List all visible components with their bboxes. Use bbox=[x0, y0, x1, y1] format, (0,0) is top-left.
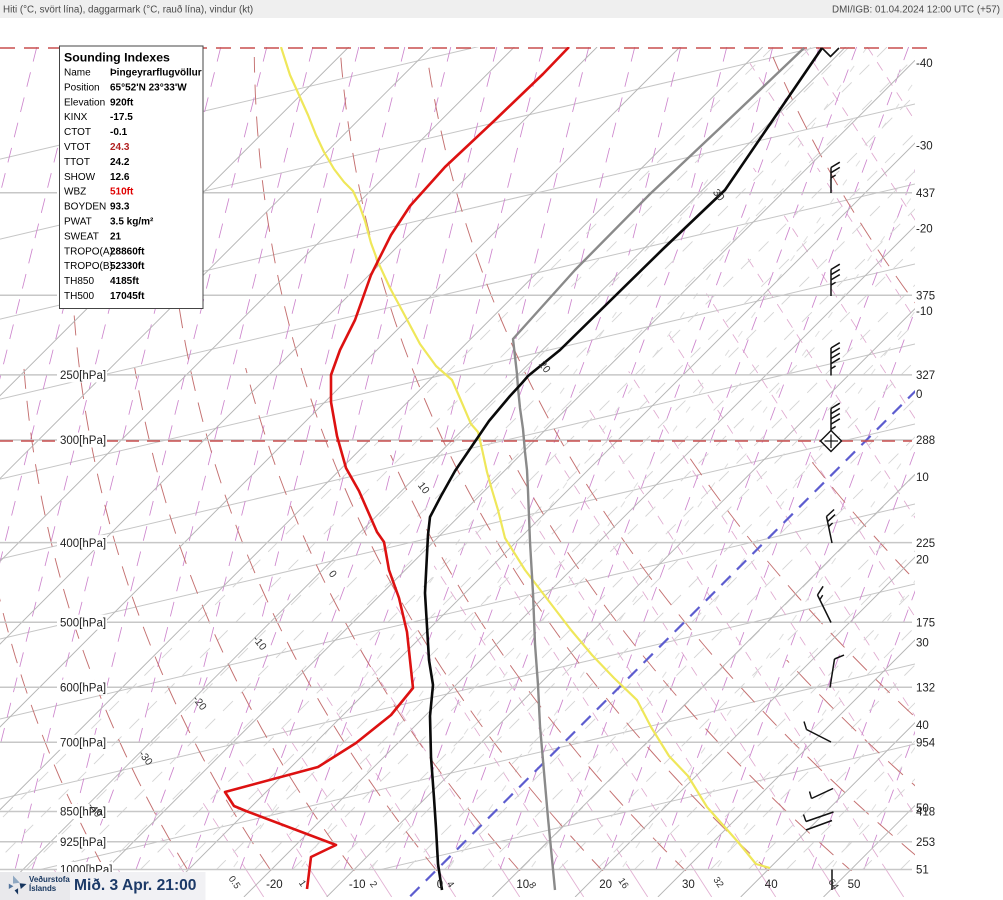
svg-text:4379: 4379 bbox=[916, 188, 942, 200]
svg-text:TROPO(A): TROPO(A) bbox=[64, 246, 113, 257]
svg-text:20: 20 bbox=[916, 555, 929, 567]
svg-text:Position: Position bbox=[64, 82, 100, 93]
svg-text:65°52'N 23°33'W: 65°52'N 23°33'W bbox=[110, 82, 187, 93]
svg-text:20: 20 bbox=[599, 879, 612, 891]
svg-text:40: 40 bbox=[765, 879, 778, 891]
svg-text:Þingeyrarflugvöllur: Þingeyrarflugvöllur bbox=[110, 68, 202, 79]
svg-text:50: 50 bbox=[916, 803, 929, 815]
svg-text:500[hPa]: 500[hPa] bbox=[60, 617, 106, 629]
svg-text:1327: 1327 bbox=[916, 682, 942, 694]
svg-text:64: 64 bbox=[826, 877, 841, 892]
svg-text:4185ft: 4185ft bbox=[110, 276, 140, 287]
svg-text:TH850: TH850 bbox=[64, 276, 94, 287]
svg-text:-30: -30 bbox=[916, 141, 933, 153]
svg-text:Name: Name bbox=[64, 68, 91, 79]
svg-text:-17.5: -17.5 bbox=[110, 112, 133, 123]
svg-text:Elevation: Elevation bbox=[64, 97, 105, 108]
svg-text:253: 253 bbox=[916, 837, 935, 849]
svg-text:-20: -20 bbox=[916, 223, 933, 235]
svg-text:-10: -10 bbox=[349, 879, 366, 891]
svg-text:24.3: 24.3 bbox=[110, 142, 130, 153]
svg-text:2886: 2886 bbox=[916, 435, 942, 447]
svg-text:PWAT: PWAT bbox=[64, 217, 92, 228]
svg-text:40: 40 bbox=[916, 720, 929, 732]
svg-text:12.6: 12.6 bbox=[110, 172, 130, 183]
svg-text:16: 16 bbox=[616, 876, 631, 891]
svg-text:920ft: 920ft bbox=[110, 97, 134, 108]
svg-text:Íslands: Íslands bbox=[29, 884, 57, 893]
svg-text:SWEAT: SWEAT bbox=[64, 231, 99, 242]
svg-text:28860ft: 28860ft bbox=[110, 246, 145, 257]
svg-text:Veðurstofa: Veðurstofa bbox=[29, 875, 70, 884]
svg-text:WBZ: WBZ bbox=[64, 187, 86, 198]
svg-text:24.2: 24.2 bbox=[110, 157, 130, 168]
svg-text:21: 21 bbox=[110, 231, 122, 242]
svg-text:1: 1 bbox=[296, 878, 308, 889]
svg-text:Mið. 3 Apr. 21:00: Mið. 3 Apr. 21:00 bbox=[74, 877, 197, 894]
svg-text:8: 8 bbox=[526, 880, 538, 891]
svg-text:-10: -10 bbox=[916, 306, 933, 318]
svg-text:4: 4 bbox=[444, 879, 456, 890]
svg-text:2255: 2255 bbox=[916, 538, 942, 550]
svg-text:CTOT: CTOT bbox=[64, 127, 91, 138]
svg-text:10: 10 bbox=[516, 879, 529, 891]
svg-text:300[hPa]: 300[hPa] bbox=[60, 435, 106, 447]
svg-text:2: 2 bbox=[367, 879, 379, 890]
svg-text:30: 30 bbox=[916, 637, 929, 649]
svg-text:DMI/IGB: 01.04.2024 12:00 UTC: DMI/IGB: 01.04.2024 12:00 UTC (+57) bbox=[832, 5, 1000, 16]
svg-text:3.5 kg/m²: 3.5 kg/m² bbox=[110, 217, 154, 228]
svg-text:30: 30 bbox=[682, 879, 695, 891]
svg-text:510ft: 510ft bbox=[110, 187, 134, 198]
svg-text:Sounding Indexes: Sounding Indexes bbox=[64, 51, 170, 65]
svg-text:51: 51 bbox=[916, 865, 929, 877]
svg-text:-20: -20 bbox=[266, 879, 283, 891]
svg-text:VTOT: VTOT bbox=[64, 142, 90, 153]
svg-text:400[hPa]: 400[hPa] bbox=[60, 538, 106, 550]
svg-text:BOYDEN: BOYDEN bbox=[64, 202, 106, 213]
svg-text:954: 954 bbox=[916, 737, 936, 749]
svg-text:KINX: KINX bbox=[64, 112, 88, 123]
svg-text:93.3: 93.3 bbox=[110, 202, 130, 213]
svg-text:-0.1: -0.1 bbox=[110, 127, 128, 138]
svg-text:TROPO(B): TROPO(B) bbox=[64, 261, 113, 272]
svg-text:3752: 3752 bbox=[916, 291, 942, 303]
svg-text:600[hPa]: 600[hPa] bbox=[60, 682, 106, 694]
svg-text:50: 50 bbox=[848, 879, 861, 891]
svg-text:0: 0 bbox=[437, 879, 443, 891]
svg-text:32: 32 bbox=[711, 875, 726, 890]
svg-text:SHOW: SHOW bbox=[64, 172, 96, 183]
svg-text:10: 10 bbox=[916, 472, 929, 484]
svg-text:850[hPa]: 850[hPa] bbox=[60, 807, 106, 819]
svg-text:TH500: TH500 bbox=[64, 291, 94, 302]
svg-text:250[hPa]: 250[hPa] bbox=[60, 370, 106, 382]
svg-text:925[hPa]: 925[hPa] bbox=[60, 837, 106, 849]
svg-text:418: 418 bbox=[916, 807, 935, 819]
svg-text:52330ft: 52330ft bbox=[110, 261, 145, 272]
svg-text:17045ft: 17045ft bbox=[110, 291, 145, 302]
svg-text:3275: 3275 bbox=[916, 370, 942, 382]
svg-text:700[hPa]: 700[hPa] bbox=[60, 737, 106, 749]
svg-text:0: 0 bbox=[916, 389, 922, 401]
svg-text:-40: -40 bbox=[916, 58, 933, 70]
svg-text:1756: 1756 bbox=[916, 617, 942, 629]
svg-text:TTOT: TTOT bbox=[64, 157, 90, 168]
svg-text:Hiti (°C, svört lína), daggarm: Hiti (°C, svört lína), daggarmark (°C, r… bbox=[3, 5, 253, 16]
